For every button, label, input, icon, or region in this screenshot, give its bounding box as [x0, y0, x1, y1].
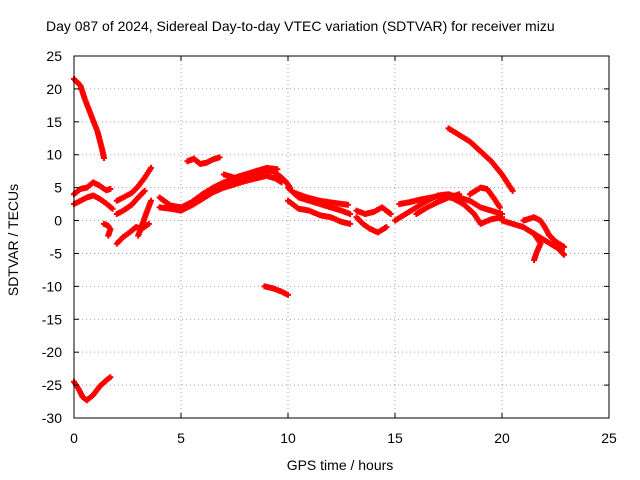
x-tick-label: 5 — [177, 430, 185, 446]
y-tick-label: 0 — [54, 213, 62, 229]
data-point — [347, 210, 354, 217]
data-point — [278, 179, 285, 186]
data-point — [274, 166, 281, 173]
series-arc-7 — [113, 187, 148, 217]
data-point — [109, 205, 116, 212]
series-arc-1 — [71, 76, 107, 162]
data-point — [105, 232, 112, 239]
plot-frame — [73, 55, 610, 419]
series-arc-17 — [353, 204, 394, 217]
series-arc-4 — [100, 220, 114, 239]
series-arc-16 — [353, 214, 390, 236]
y-tick-label: -30 — [42, 410, 62, 426]
data-point — [347, 220, 354, 227]
series-arc-14 — [285, 197, 354, 227]
data-point — [456, 191, 463, 198]
series-arc-6 — [113, 164, 155, 204]
data-point — [285, 291, 291, 298]
series-arc-8 — [135, 197, 155, 239]
data-point — [141, 187, 148, 194]
y-tick-label: -25 — [42, 377, 62, 393]
y-tick-label: -10 — [42, 278, 62, 294]
y-tick-label: -20 — [42, 344, 62, 360]
data-point — [561, 251, 568, 258]
x-tick-label: 10 — [280, 430, 296, 446]
y-tick-label: 15 — [46, 114, 62, 130]
series-arc-20 — [413, 191, 463, 217]
data-point — [509, 187, 516, 194]
data-point — [148, 164, 155, 171]
data-point — [107, 185, 114, 192]
y-tick-label: -5 — [50, 245, 63, 261]
data-point — [145, 220, 152, 227]
data-point — [387, 210, 394, 217]
series-arc-15 — [291, 189, 351, 208]
data-point — [496, 204, 503, 211]
series-arc-27 — [261, 283, 291, 298]
series-arc-26 — [552, 240, 568, 258]
axis-ticks: 0 5 10 15 20 25 25 20 15 10 5 0 -5 -10 -15 -20 -25 -30 — [42, 48, 617, 446]
y-tick-label: 20 — [46, 81, 62, 97]
y-tick-label: 10 — [46, 147, 62, 163]
series-arc-5 — [113, 220, 152, 247]
series-arc-3 — [71, 192, 116, 212]
series-arc-12 — [220, 164, 281, 181]
data-point — [216, 154, 223, 161]
y-tick-label: 5 — [54, 180, 62, 196]
x-tick-label: 25 — [601, 430, 617, 446]
data-point — [148, 197, 155, 204]
series-arc-22 — [466, 184, 503, 211]
grid-lines — [74, 56, 609, 418]
data-point — [100, 155, 107, 162]
data-point — [344, 201, 351, 208]
data-point — [383, 224, 390, 231]
y-tick-label: 25 — [46, 48, 62, 64]
data-point — [561, 243, 568, 250]
data-point — [531, 257, 538, 264]
chart-title: Day 087 of 2024, Sidereal Day-to-day VTE… — [46, 18, 555, 34]
series-arc-28 — [71, 374, 114, 404]
y-tick-label: -15 — [42, 311, 62, 327]
x-tick-label: 15 — [387, 430, 403, 446]
series-arc-25 — [531, 230, 544, 264]
x-tick-label: 20 — [494, 430, 510, 446]
x-axis-label: GPS time / hours — [286, 457, 394, 473]
x-tick-label: 0 — [70, 430, 78, 446]
series-arc-11 — [184, 154, 223, 167]
series-arc-10 — [156, 172, 285, 214]
data-points — [71, 76, 568, 404]
series-arc-2 — [71, 179, 114, 198]
series-arc-21 — [445, 125, 516, 194]
data-point — [107, 374, 114, 381]
